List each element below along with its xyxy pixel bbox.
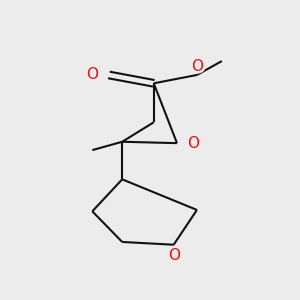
Text: O: O xyxy=(191,58,203,74)
Text: O: O xyxy=(168,248,180,263)
Circle shape xyxy=(83,68,100,82)
Text: O: O xyxy=(85,68,98,82)
Text: O: O xyxy=(187,136,199,151)
Circle shape xyxy=(189,59,205,73)
Circle shape xyxy=(165,249,182,263)
Circle shape xyxy=(184,136,201,150)
